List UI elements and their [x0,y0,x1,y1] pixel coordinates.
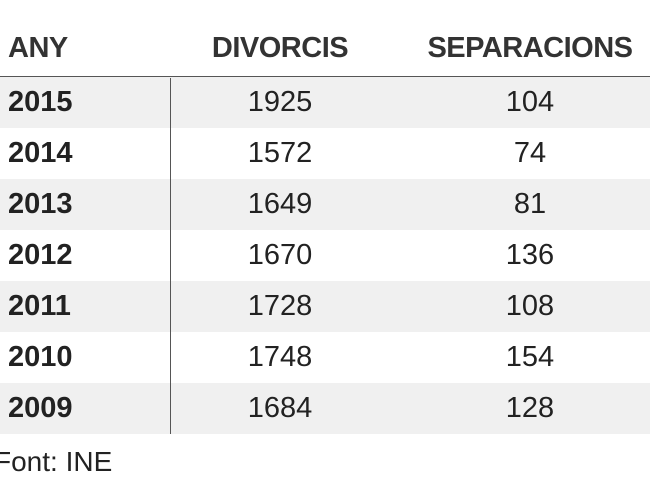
year-cell: 2012 [8,239,73,271]
value-cell: 1572 [247,137,313,169]
column-header: DIVORCIS [211,32,349,64]
column-rule [170,78,171,434]
year-cell: 2011 [8,290,71,322]
header-rule [0,76,650,77]
value-cell: 1728 [247,290,313,322]
value-cell: 1649 [247,188,313,220]
value-cell: 108 [505,290,555,322]
row-band [0,77,650,128]
year-cell: 2015 [8,86,73,118]
value-cell: 154 [505,341,555,373]
value-cell: 128 [505,392,555,424]
value-cell: 104 [505,86,555,118]
column-header: ANY [8,32,68,64]
row-band [0,383,650,434]
value-cell: 74 [513,137,547,169]
column-header: SEPARACIONS [427,32,633,64]
row-band [0,179,650,230]
row-band [0,281,650,332]
value-cell: 1684 [247,392,313,424]
year-cell: 2014 [8,137,73,169]
value-cell: 136 [505,239,555,271]
value-cell: 1925 [247,86,313,118]
year-cell: 2010 [8,341,73,373]
year-cell: 2013 [8,188,73,220]
year-cell: 2009 [8,392,73,424]
value-cell: 1670 [247,239,313,271]
value-cell: 1748 [247,341,313,373]
value-cell: 81 [513,188,547,220]
source-note: Font: INE [0,446,113,477]
